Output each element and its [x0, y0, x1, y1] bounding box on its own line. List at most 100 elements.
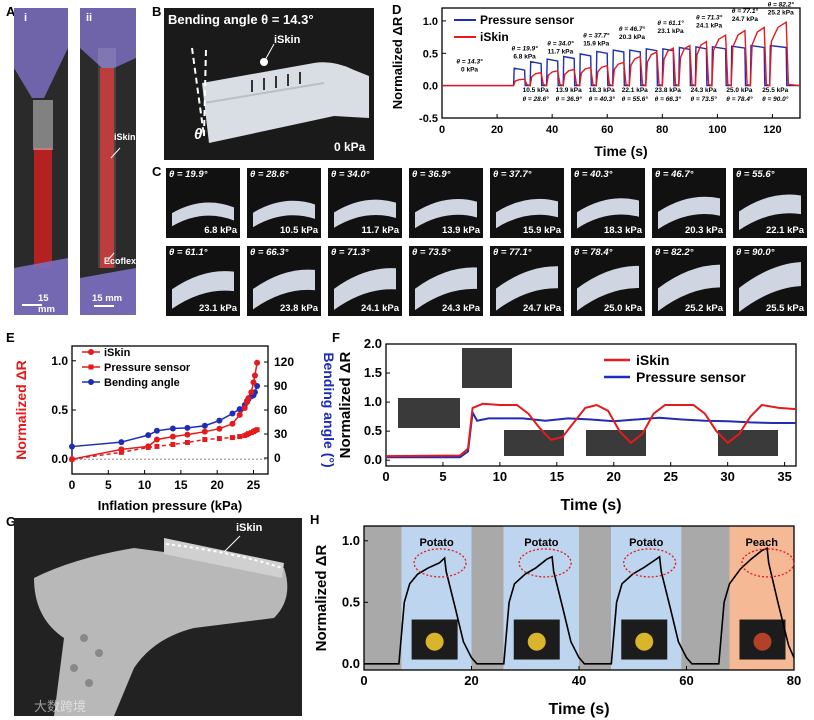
- chart-e-xtick-label: 0: [69, 478, 76, 492]
- chart-h-ylabel: Normalized ΔR: [313, 545, 330, 652]
- panel-g-photo: iSkin 大数跨境: [14, 518, 302, 716]
- panel-c-actuator-drawing: [172, 271, 234, 309]
- chart-h-object-fruit: [753, 632, 772, 651]
- chart-e-angle-point: [153, 427, 160, 434]
- chart-d-annot-angle: θ = 73.5°: [690, 95, 717, 103]
- panel-c-angle: θ = 78.4°: [574, 247, 613, 258]
- chart-d-ytick-label: -0.5: [419, 113, 438, 125]
- panel-c-cell: θ = 78.4° 25.0 kPa: [571, 246, 645, 316]
- chart-d-xtick-label: 80: [656, 124, 668, 136]
- chart-e-ytick-label: 0.5: [51, 403, 68, 417]
- panel-c-cell: θ = 34.0° 11.7 kPa: [328, 168, 402, 238]
- chart-d-legend-iskin: iSkin: [480, 30, 509, 44]
- panel-c-angle: θ = 77.1°: [493, 247, 532, 258]
- chart-d-xtick-label: 60: [601, 124, 613, 136]
- chart-d-annot-kpa: 18.3 kPa: [589, 87, 615, 94]
- chart-d-annot-kpa: 20.3 kPa: [619, 34, 645, 41]
- chart-h-xtick-label: 0: [360, 673, 367, 688]
- actuator-body: [253, 269, 315, 310]
- chart-h-ytick-label: 0.0: [342, 656, 360, 671]
- panel-a-scale-ii: 15 mm: [92, 293, 123, 304]
- chart-d-annot-angle: θ = 66.3°: [655, 95, 682, 103]
- chart-d-annot-angle: θ = 90.0°: [762, 95, 789, 103]
- chart-f-xlabel: Time (s): [560, 497, 621, 514]
- chart-e-angle-point: [118, 439, 125, 446]
- chart-d-annot-kpa: 0 kPa: [461, 66, 478, 73]
- chart-e-iskin-point: [169, 433, 176, 440]
- panel-b-label: B: [152, 4, 162, 19]
- panel-c-actuator-drawing: [658, 196, 720, 230]
- chart-f-xtick-label: 10: [493, 469, 507, 484]
- chart-e-iskin-point: [251, 372, 258, 379]
- chart-d-xtick-label: 100: [708, 124, 726, 136]
- actuator-body: [334, 199, 396, 228]
- chart-e-legend-marker: [88, 364, 94, 370]
- chart-d-ylabel: Normalized ΔR: [390, 16, 405, 109]
- chart-d-annot-angle: θ = 71.3°: [696, 13, 723, 21]
- chart-d-annot-kpa: 10.5 kPa: [523, 87, 549, 94]
- chart-e-iskin-point: [248, 389, 255, 396]
- chart-e-angle-point: [229, 410, 236, 417]
- panel-c-angle: θ = 82.2°: [655, 247, 694, 258]
- panel-c-angle: θ = 90.0°: [736, 247, 775, 258]
- chart-h-xtick-label: 60: [679, 673, 693, 688]
- chart-h-object-label: Peach: [746, 537, 779, 549]
- panel-c-cell: θ = 36.9° 13.9 kPa: [409, 168, 483, 238]
- chart-e-iskin-point: [236, 411, 243, 418]
- panel-c-pressure: 22.1 kPa: [765, 225, 804, 236]
- panel-c-pressure: 10.5 kPa: [279, 225, 318, 236]
- watermark: 大数跨境: [34, 699, 87, 714]
- panel-c-angle: θ = 40.3°: [574, 169, 613, 180]
- chart-e-xtick-label: 15: [174, 478, 188, 492]
- chart-d-xtick-label: 40: [546, 124, 558, 136]
- chart-f-xtick-label: 25: [663, 469, 677, 484]
- chart-d-annot-angle: θ = 28.6°: [522, 95, 549, 103]
- chart-e-pressure-point: [184, 439, 190, 445]
- panel-c-angle: θ = 73.5°: [412, 247, 451, 258]
- panel-d-label: D: [392, 2, 401, 17]
- actuator-body: [172, 202, 234, 227]
- panel-c-angle: θ = 19.9°: [169, 169, 208, 180]
- panel-c-actuator-drawing: [172, 202, 234, 227]
- chart-f-legend-iskin: iSkin: [636, 352, 669, 368]
- panel-b-title: Bending angle θ = 14.3°: [168, 12, 314, 27]
- chart-e-angle-point: [201, 422, 208, 429]
- chart-f-ytick-label: 0.5: [364, 423, 382, 438]
- actuator-body: [253, 200, 315, 228]
- panel-c-pressure: 24.7 kPa: [522, 303, 561, 314]
- chart-e-y2tick-label: 0: [274, 451, 281, 465]
- chart-e-legend-text: iSkin: [104, 347, 131, 359]
- chart-d-annot-angle: θ = 36.9°: [556, 95, 583, 103]
- chart-e-ylabel: Normalized ΔR: [13, 360, 29, 460]
- chart-d-annot-kpa: 25.2 kPa: [768, 9, 794, 16]
- panel-b-pressure: 0 kPa: [334, 140, 366, 154]
- chart-d-annot-angle: θ = 78.4°: [726, 95, 753, 103]
- chart-f-xtick-label: 15: [550, 469, 564, 484]
- panel-c-actuator-drawing: [577, 265, 639, 311]
- chart-e-angle-point: [216, 417, 223, 424]
- panel-c-angle: θ = 71.3°: [331, 247, 370, 258]
- chart-h-ytick-label: 0.5: [342, 594, 360, 609]
- chart-e-angle-point: [69, 443, 75, 450]
- chart-e-iskin-point: [241, 405, 248, 412]
- chart-d-legend-pressure: Pressure sensor: [480, 13, 574, 27]
- actuator-body: [739, 262, 801, 312]
- chart-e-iskin-point: [201, 428, 208, 435]
- panel-h-label: H: [310, 512, 319, 527]
- chart-e-angle-point: [169, 425, 176, 432]
- chart-e-y2tick-label: 90: [274, 379, 288, 393]
- chart-e-angle-point: [145, 432, 152, 439]
- chart-e-pressure-point: [237, 434, 243, 440]
- panel-c-cell: θ = 28.6° 10.5 kPa: [247, 168, 321, 238]
- panel-c-actuator-drawing: [415, 199, 477, 229]
- actuator-body: [415, 199, 477, 229]
- chart-e-iskin-point: [184, 431, 191, 438]
- panel-a-sub-i: i: [24, 12, 28, 24]
- chart-f-inset-photo: [398, 398, 460, 428]
- panel-c-cell: θ = 40.3° 18.3 kPa: [571, 168, 645, 238]
- actuator-body: [415, 267, 477, 311]
- panel-c-pressure: 15.9 kPa: [522, 225, 561, 236]
- panel-g-label: G: [6, 514, 17, 529]
- panel-a-photo-ii: ii iSkin Ecoflex 15 mm: [80, 8, 136, 315]
- chart-h-object-fruit: [425, 632, 444, 651]
